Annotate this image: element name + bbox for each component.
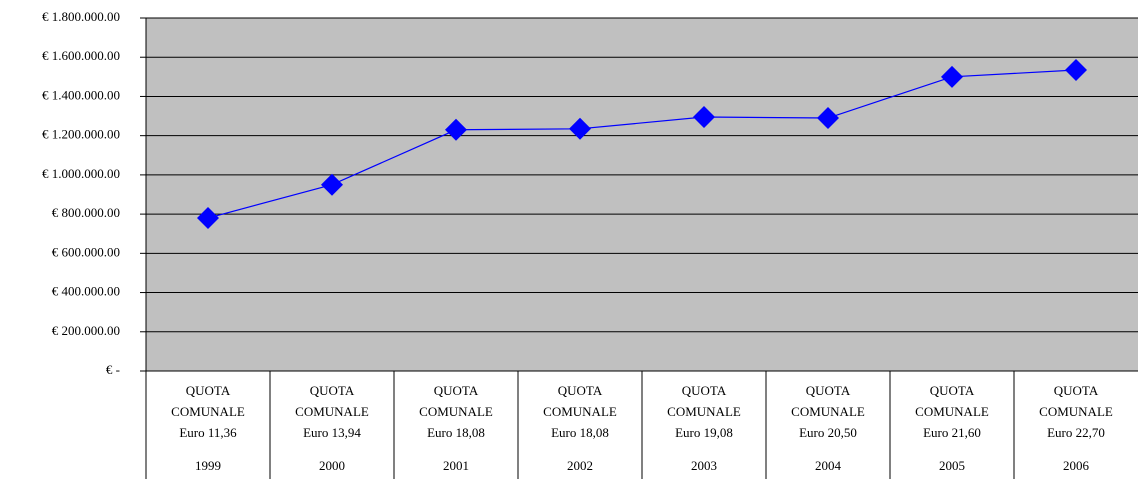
year-label: 2004 xyxy=(815,458,842,473)
x-tick-label: Euro 21,60 xyxy=(923,425,981,440)
line xyxy=(207,69,1077,219)
x-tick-label: COMUNALE xyxy=(543,404,617,419)
plot-area xyxy=(146,18,1138,371)
marker xyxy=(817,107,839,130)
x-tick-label: COMUNALE xyxy=(171,404,245,419)
year-label: 2003 xyxy=(691,458,717,473)
x-tick-label: Euro 18,08 xyxy=(427,425,485,440)
y-tick-label: € 1.200.000.00 xyxy=(42,127,120,142)
year-label: 2001 xyxy=(443,458,469,473)
x-tick-label: COMUNALE xyxy=(419,404,493,419)
y-tick-label: € - xyxy=(106,362,120,377)
x-tick-label: Euro 18,08 xyxy=(551,425,609,440)
y-tick-label: € 1.000.000.00 xyxy=(42,166,120,181)
x-tick-label: COMUNALE xyxy=(1039,404,1113,419)
x-tick-label: QUOTA xyxy=(682,383,727,398)
x-tick-label: COMUNALE xyxy=(791,404,865,419)
marker xyxy=(197,207,219,230)
x-tick-label: COMUNALE xyxy=(915,404,989,419)
marker xyxy=(941,65,963,88)
y-tick-label: € 1.800.000.00 xyxy=(42,9,120,24)
marker xyxy=(1065,58,1087,81)
year-label: 2005 xyxy=(939,458,965,473)
y-tick-label: € 1.600.000.00 xyxy=(42,48,120,63)
marker xyxy=(569,117,591,140)
x-tick-label: COMUNALE xyxy=(295,404,369,419)
x-tick-label: Euro 13,94 xyxy=(303,425,361,440)
year-label: 2000 xyxy=(319,458,345,473)
y-tick-label: € 800.000.00 xyxy=(52,205,120,220)
x-tick-label: QUOTA xyxy=(434,383,479,398)
x-tick-label: Euro 19,08 xyxy=(675,425,733,440)
y-tick-label: € 200.000.00 xyxy=(52,323,120,338)
x-tick-label: QUOTA xyxy=(806,383,851,398)
x-tick-label: QUOTA xyxy=(310,383,355,398)
x-tick-label: QUOTA xyxy=(1054,383,1099,398)
year-label: 1999 xyxy=(195,458,221,473)
x-tick-label: Euro 20,50 xyxy=(799,425,857,440)
y-tick-label: € 600.000.00 xyxy=(52,244,120,259)
x-tick-label: QUOTA xyxy=(186,383,231,398)
y-tick-label: € 400.000.00 xyxy=(52,284,120,299)
marker xyxy=(321,173,343,196)
x-tick-label: Euro 11,36 xyxy=(179,425,237,440)
x-tick-label: QUOTA xyxy=(558,383,603,398)
x-tick-label: Euro 22,70 xyxy=(1047,425,1105,440)
year-label: 2006 xyxy=(1063,458,1090,473)
year-label: 2002 xyxy=(567,458,593,473)
marker xyxy=(445,118,467,141)
x-tick-label: COMUNALE xyxy=(667,404,741,419)
x-tick-label: QUOTA xyxy=(930,383,975,398)
y-tick-label: € 1.400.000.00 xyxy=(42,87,120,102)
marker xyxy=(693,106,715,129)
